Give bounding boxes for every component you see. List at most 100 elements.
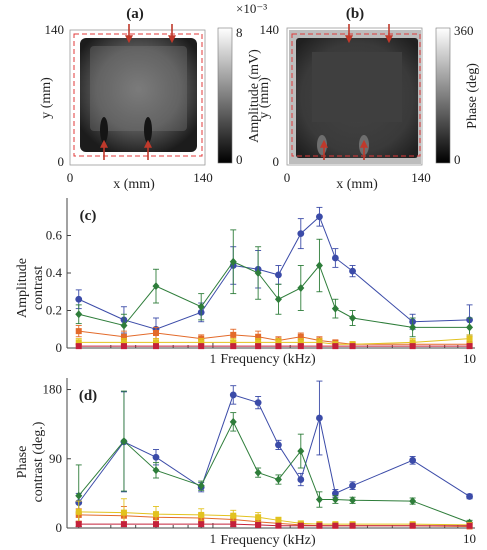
panel-c-data-point [316,343,323,350]
phase-map-core [312,52,402,122]
panel-d-data-point [255,514,262,521]
panel-d-data-point [197,481,205,490]
phase-colorbar-max: 360 [454,23,474,38]
phase-colorbar-label: Phase (deg) [465,63,480,129]
panel-c-x-tick-label: 1 [210,351,217,366]
amplitude-colorbar-exponent: ×10⁻³ [236,1,267,16]
panel-d-data-point [466,522,473,529]
panel-d-data-point [349,522,356,529]
panel-c-data-point [255,339,262,346]
panel-c-data-point [349,314,357,322]
panel-d-xlabel: Frequency (kHz) [220,533,316,548]
panel-d-series-0 [75,380,473,513]
panel-d-data-point [331,495,339,504]
panel-c-data-point [332,343,339,350]
panel-d-data-point [230,521,237,528]
panel-b-ytick-bottom: 0 [273,154,280,169]
panel-c-xlabel: Frequency (kHz) [220,352,316,367]
panel-c-data-point [409,323,417,332]
panel-d-data-point [349,496,357,505]
panel-c-series-1 [75,229,474,338]
amplitude-map [80,38,197,152]
panel-d-series-0-line [78,394,470,503]
panel-c-data-point [274,295,282,304]
panel-c-data-point [466,335,473,342]
panel-d-data-point [331,489,339,497]
panel-c-y-tick-label: 0.4 [46,265,63,280]
panel-c-data-point [152,343,159,350]
amplitude-colorbar-label: Amplitude (mV) [247,49,262,143]
panel-d-data-point [120,437,128,446]
panel-d-data-point [297,476,305,483]
panel-d-x-tick-label: 1 [210,531,217,546]
panel-c-data-point [275,339,282,346]
panel-c-data-point [197,302,205,311]
panel-c-data-point [120,321,128,330]
panel-c-amplitude-contrast: (c) Amplitudecontrast Frequency (kHz) 00… [15,198,476,367]
panel-c-data-point [331,254,339,262]
panel-b-label: (b) [346,6,364,22]
panel-d-data-point [297,522,304,529]
panel-c-ylabel: Amplitudecontrast [15,258,46,318]
panel-d-data-point [254,399,262,407]
panel-c-data-point [409,339,416,346]
panel-b-ylabel: y (mm) [257,77,272,119]
panel-b: (b) 140 0 0 140 x (mm) y (mm) 360 0 Phas… [257,6,480,192]
panel-d-x-tick-label: 10 [463,531,476,546]
panel-d-data-point [75,491,83,500]
panel-b-xlabel: x (mm) [336,177,378,192]
panel-c-data-point [75,310,83,319]
panel-c-data-point [230,339,237,346]
panel-d-ylabel: Phasecontrast (deg.) [15,421,46,502]
panel-d-data-point [198,511,205,518]
panel-d-data-point [152,521,159,528]
panel-c-data-point [198,343,205,350]
panel-c-data-point [75,295,83,303]
panel-d-series-4 [75,521,473,529]
panel-c-data-point [152,339,159,346]
panel-d-data-point [254,468,262,477]
panel-c-data-point [230,343,237,350]
panel-d-data-point [152,453,160,461]
panel-d-data-point [274,475,282,484]
amplitude-defect-right [144,117,152,143]
panel-d-label: (d) [79,388,97,404]
panel-d-data-point [75,508,82,515]
panel-d-data-point [75,521,82,528]
panel-c-data-point [349,267,356,275]
panel-c-data-point [466,343,473,350]
panel-b-dashed-outline [291,33,421,157]
phase-colorbar [435,27,451,164]
amplitude-colorbar-max: 8 [236,25,243,40]
panel-d-data-point [275,517,282,524]
panel-c-data-point [331,304,339,313]
panel-c-data-point [75,328,82,335]
panel-c-data-point [120,343,127,350]
panel-d-data-point [297,447,305,456]
panel-d-data-point [332,522,339,529]
panel-b-frame [286,27,423,166]
amplitude-colorbar [217,27,233,164]
panel-c-data-point [255,343,262,350]
panel-c-data-point [297,339,304,346]
panel-c-data-point [75,339,82,346]
panel-d-data-point [152,511,159,518]
panel-c-data-point [297,333,304,340]
panel-d-data-point [315,495,323,504]
panel-d-plot-area: 0 90 180 1 10 [43,378,476,546]
panel-d-data-point [120,509,127,516]
panel-d-data-point [409,456,417,464]
panel-c-data-point [152,282,160,291]
panel-d-data-point [198,521,205,528]
panel-d-data-point [409,497,417,506]
ylabel-line: Phase [15,446,30,479]
panel-c-data-point [275,343,282,350]
panel-a-xtick-left: 0 [67,170,74,185]
panel-a-ytick-top: 140 [45,22,65,37]
ylabel-line: Amplitude [15,258,30,318]
panel-d-phase-contrast: (d) Phasecontrast (deg.) Frequency (kHz)… [15,378,476,548]
panel-c-data-point [275,271,282,279]
phase-defect-left [317,135,327,155]
panel-a-dashed-outline [73,33,203,157]
